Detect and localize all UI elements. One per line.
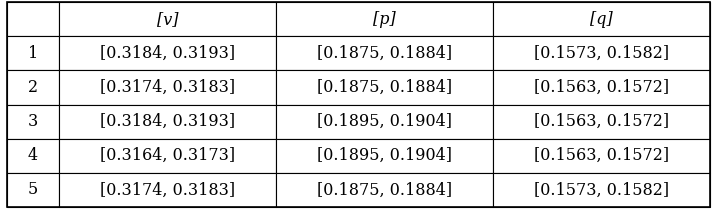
Bar: [276, 173, 493, 207]
Bar: [493, 104, 710, 139]
Bar: [7, 36, 59, 70]
Text: 3: 3: [28, 113, 38, 130]
Text: [0.1875, 0.1884]: [0.1875, 0.1884]: [317, 45, 452, 62]
Text: [0.1563, 0.1572]: [0.1563, 0.1572]: [533, 113, 669, 130]
Bar: [276, 70, 493, 104]
Bar: [7, 173, 59, 207]
Text: [0.1895, 0.1904]: [0.1895, 0.1904]: [317, 147, 452, 164]
Bar: [59, 36, 276, 70]
Text: [0.1563, 0.1572]: [0.1563, 0.1572]: [533, 147, 669, 164]
Text: 5: 5: [28, 181, 38, 198]
Bar: [59, 173, 276, 207]
Bar: [59, 104, 276, 139]
Bar: [59, 2, 276, 36]
Text: [q]: [q]: [590, 11, 613, 28]
Text: [0.3184, 0.3193]: [0.3184, 0.3193]: [100, 45, 235, 62]
Bar: [7, 139, 59, 173]
Text: [0.1573, 0.1582]: [0.1573, 0.1582]: [533, 181, 669, 198]
Text: 4: 4: [28, 147, 38, 164]
Bar: [276, 104, 493, 139]
Bar: [7, 70, 59, 104]
Bar: [493, 36, 710, 70]
Bar: [276, 36, 493, 70]
Text: [0.1875, 0.1884]: [0.1875, 0.1884]: [317, 79, 452, 96]
Text: [0.3184, 0.3193]: [0.3184, 0.3193]: [100, 113, 235, 130]
Bar: [493, 139, 710, 173]
Text: [0.3174, 0.3183]: [0.3174, 0.3183]: [100, 79, 235, 96]
Text: [0.1875, 0.1884]: [0.1875, 0.1884]: [317, 181, 452, 198]
Bar: [493, 173, 710, 207]
Text: [p]: [p]: [373, 11, 396, 28]
Bar: [493, 70, 710, 104]
Bar: [59, 139, 276, 173]
Text: [v]: [v]: [157, 11, 179, 28]
Text: [0.1895, 0.1904]: [0.1895, 0.1904]: [317, 113, 452, 130]
Text: [0.1573, 0.1582]: [0.1573, 0.1582]: [533, 45, 669, 62]
Bar: [7, 104, 59, 139]
Bar: [276, 139, 493, 173]
Bar: [276, 2, 493, 36]
Text: 1: 1: [28, 45, 38, 62]
Bar: [493, 2, 710, 36]
Bar: [59, 70, 276, 104]
Text: [0.3164, 0.3173]: [0.3164, 0.3173]: [100, 147, 235, 164]
Bar: [7, 2, 59, 36]
Text: [0.1563, 0.1572]: [0.1563, 0.1572]: [533, 79, 669, 96]
Text: 2: 2: [28, 79, 38, 96]
Text: [0.3174, 0.3183]: [0.3174, 0.3183]: [100, 181, 235, 198]
